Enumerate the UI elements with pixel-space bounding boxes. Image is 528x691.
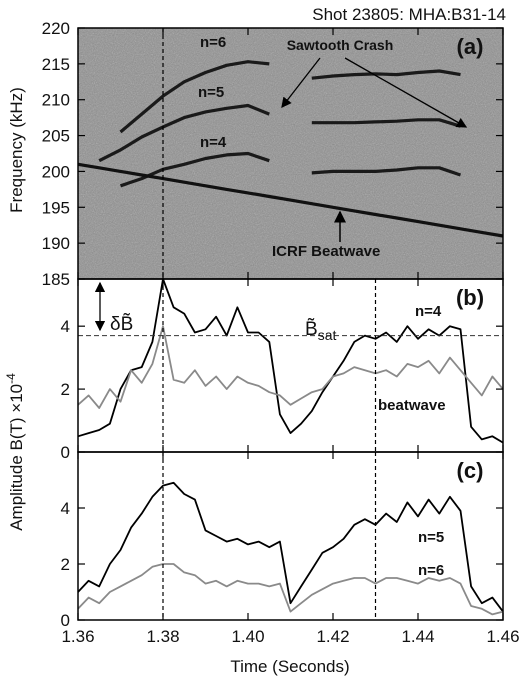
spectrogram-noise bbox=[78, 28, 503, 279]
series-line bbox=[77, 481, 504, 613]
x-tick-label: 1.40 bbox=[231, 627, 264, 646]
y-axis-title-main: Amplitude B(T) ×10 bbox=[7, 384, 26, 531]
y-axis-title: Amplitude B(T) ×10-4 bbox=[4, 373, 26, 531]
series-label: beatwave bbox=[378, 397, 446, 414]
y-tick-label: 0 bbox=[61, 443, 70, 462]
x-tick-label: 1.44 bbox=[401, 627, 434, 646]
series-label: n=5 bbox=[418, 529, 444, 546]
x-tick-label: 1.42 bbox=[316, 627, 349, 646]
figure-title: Shot 23805: MHA:B31-14 bbox=[312, 5, 506, 24]
y-tick-label: 2 bbox=[61, 380, 70, 399]
series-line bbox=[77, 162, 504, 238]
series-label: n=5 bbox=[198, 84, 224, 101]
y-tick-label: 215 bbox=[42, 55, 70, 74]
saturation-label-sub: sat bbox=[318, 327, 337, 343]
series-line bbox=[119, 60, 461, 134]
panel-label: (c) bbox=[457, 458, 484, 483]
y-tick-label: 190 bbox=[42, 234, 70, 253]
annotation: Sawtooth Crash bbox=[287, 37, 394, 53]
saturation-label: B̃sat bbox=[305, 318, 336, 343]
y-tick-label: 0 bbox=[61, 611, 70, 630]
series-line bbox=[77, 563, 504, 616]
y-tick-label: 2 bbox=[61, 555, 70, 574]
y-axis-title-exponent: -4 bbox=[4, 373, 18, 384]
series-label: n=4 bbox=[415, 303, 442, 320]
series-label: n=6 bbox=[418, 562, 444, 579]
y-tick-label: 185 bbox=[42, 270, 70, 289]
series-line bbox=[98, 103, 461, 163]
saturation-label-main: B̃ bbox=[305, 318, 318, 340]
annotation-arrow bbox=[281, 57, 321, 109]
annotation-arrow bbox=[344, 57, 468, 128]
x-tick-label: 1.36 bbox=[61, 627, 94, 646]
series-line bbox=[77, 278, 504, 444]
x-tick-label: 1.46 bbox=[486, 627, 519, 646]
y-tick-label: 4 bbox=[61, 317, 70, 336]
series-label: n=6 bbox=[200, 34, 226, 51]
y-tick-label: 205 bbox=[42, 127, 70, 146]
panel-label: (b) bbox=[456, 285, 484, 310]
x-tick-label: 1.38 bbox=[146, 627, 179, 646]
y-tick-label: 195 bbox=[42, 198, 70, 217]
annotation: δB̃ bbox=[110, 313, 133, 335]
y-tick-label: 4 bbox=[61, 499, 70, 518]
x-axis-title: Time (Seconds) bbox=[230, 657, 349, 676]
series-line bbox=[77, 325, 504, 409]
panel-label: (a) bbox=[457, 34, 484, 59]
series-label: ICRF Beatwave bbox=[272, 243, 380, 260]
y-axis-title: Frequency (kHz) bbox=[7, 87, 26, 213]
y-tick-label: 200 bbox=[42, 162, 70, 181]
y-tick-label: 210 bbox=[42, 91, 70, 110]
y-tick-label: 220 bbox=[42, 19, 70, 38]
panel-frame bbox=[77, 451, 504, 621]
series-label: n=4 bbox=[200, 134, 227, 151]
